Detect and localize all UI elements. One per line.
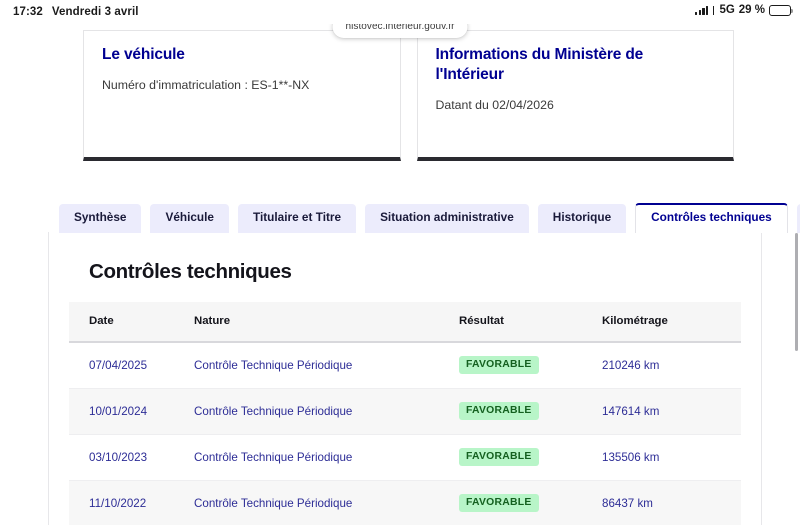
status-badge: FAVORABLE bbox=[459, 402, 539, 420]
cell-resultat: FAVORABLE bbox=[459, 434, 602, 481]
cell-kilometrage: 210246 km bbox=[602, 342, 741, 389]
column-header-date: Date bbox=[69, 302, 194, 343]
page-title: Contrôles techniques bbox=[89, 260, 292, 283]
status-bar: 17:32 Vendredi 3 avril 5G 29 % bbox=[0, 0, 800, 24]
table-header-row: Date Nature Résultat Kilométrage bbox=[69, 302, 741, 343]
battery-icon bbox=[769, 4, 794, 16]
tab-bar: Synthèse Véhicule Titulaire et Titre Sit… bbox=[0, 200, 800, 233]
cellular-signal-icon bbox=[695, 5, 709, 15]
tab-historique[interactable]: Historique bbox=[537, 204, 627, 233]
tab-controles-techniques[interactable]: Contrôles techniques bbox=[635, 203, 788, 233]
tab-titulaire-et-titre[interactable]: Titulaire et Titre bbox=[237, 204, 357, 233]
table-body: 07/04/2025 Contrôle Technique Périodique… bbox=[69, 342, 741, 525]
status-date: Vendredi 3 avril bbox=[51, 6, 139, 18]
cell-kilometrage: 147614 km bbox=[602, 388, 741, 435]
vehicle-card-subtitle: Numéro d'immatriculation : ES-1**-NX bbox=[102, 77, 310, 92]
cell-nature: Contrôle Technique Périodique bbox=[194, 342, 459, 389]
page-content: Le véhicule Numéro d'immatriculation : E… bbox=[0, 24, 800, 525]
table-row: 03/10/2023 Contrôle Technique Périodique… bbox=[69, 434, 741, 481]
cell-nature: Contrôle Technique Périodique bbox=[194, 434, 459, 481]
cell-nature: Contrôle Technique Périodique bbox=[194, 480, 459, 525]
vertical-scrollbar[interactable] bbox=[794, 233, 798, 351]
ministry-card: Informations du Ministère de l'Intérieur… bbox=[416, 30, 734, 161]
cell-nature: Contrôle Technique Périodique bbox=[194, 388, 459, 435]
cell-resultat: FAVORABLE bbox=[459, 388, 602, 435]
cell-resultat: FAVORABLE bbox=[459, 480, 602, 525]
status-time: 17:32 bbox=[13, 6, 43, 18]
column-header-kilometrage: Kilométrage bbox=[602, 302, 741, 343]
status-bar-left: 17:32 Vendredi 3 avril bbox=[0, 6, 139, 18]
summary-cards: Le véhicule Numéro d'immatriculation : E… bbox=[0, 24, 800, 161]
ministry-card-title: Informations du Ministère de l'Intérieur bbox=[435, 46, 644, 83]
tab-synthese[interactable]: Synthèse bbox=[59, 204, 142, 233]
tab-situation-administrative[interactable]: Situation administrative bbox=[365, 204, 529, 233]
status-battery-percent: 29 % bbox=[738, 4, 765, 16]
tab-vehicule[interactable]: Véhicule bbox=[150, 204, 229, 233]
cell-date: 11/10/2022 bbox=[69, 480, 194, 525]
cell-date: 07/04/2025 bbox=[69, 342, 194, 389]
status-divider bbox=[713, 5, 715, 15]
status-bar-right: 5G 29 % bbox=[695, 4, 794, 16]
table-row: 10/01/2024 Contrôle Technique Périodique… bbox=[69, 388, 741, 435]
controles-techniques-panel: Contrôles techniques Date Nature Résulta… bbox=[48, 232, 762, 525]
cell-date: 03/10/2023 bbox=[69, 434, 194, 481]
ministry-card-subtitle: Datant du 02/04/2026 bbox=[435, 97, 554, 112]
status-badge: FAVORABLE bbox=[459, 494, 539, 512]
table-head: Date Nature Résultat Kilométrage bbox=[69, 302, 741, 343]
status-network: 5G bbox=[719, 4, 735, 16]
status-badge: FAVORABLE bbox=[459, 448, 539, 466]
status-badge: FAVORABLE bbox=[459, 356, 539, 374]
column-header-nature: Nature bbox=[194, 302, 459, 343]
column-header-resultat: Résultat bbox=[459, 302, 602, 343]
table-row: 07/04/2025 Contrôle Technique Périodique… bbox=[69, 342, 741, 389]
vehicle-card-title: Le véhicule bbox=[102, 46, 185, 63]
cell-date: 10/01/2024 bbox=[69, 388, 194, 435]
cell-kilometrage: 135506 km bbox=[602, 434, 741, 481]
tab-kilometrage[interactable]: Kil bbox=[796, 204, 800, 233]
table-row: 11/10/2022 Contrôle Technique Périodique… bbox=[69, 480, 741, 525]
vehicle-card: Le véhicule Numéro d'immatriculation : E… bbox=[83, 30, 401, 161]
controles-techniques-table: Date Nature Résultat Kilométrage 07/04/2… bbox=[69, 302, 741, 525]
cell-resultat: FAVORABLE bbox=[459, 342, 602, 389]
device-bezel-corner bbox=[760, 489, 800, 525]
cell-kilometrage: 86437 km bbox=[602, 480, 741, 525]
